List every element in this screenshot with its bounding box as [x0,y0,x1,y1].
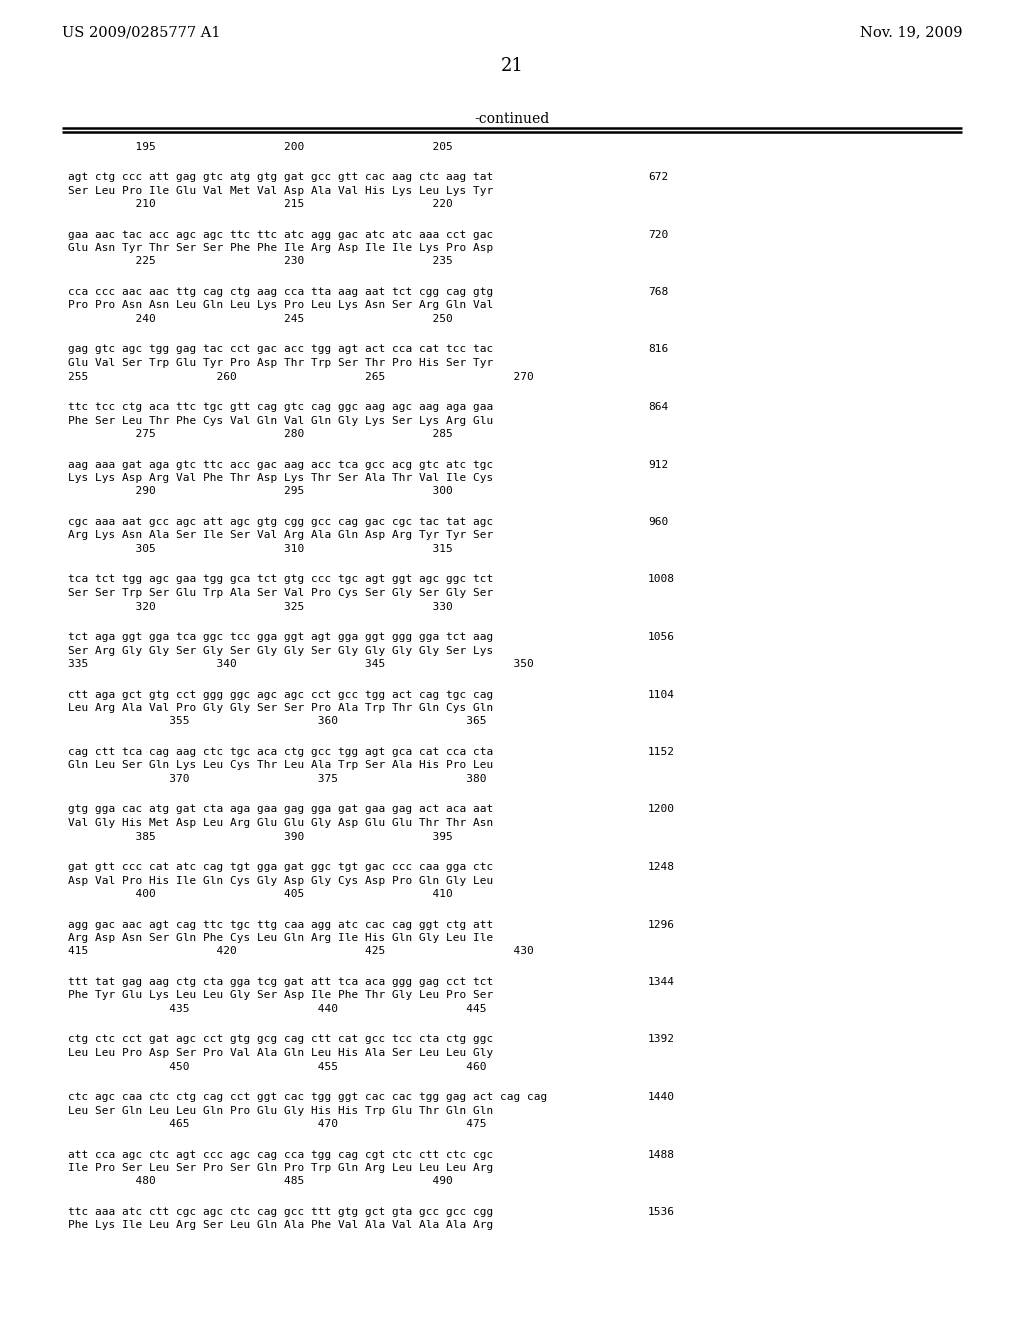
Text: 210                   215                   220: 210 215 220 [68,199,453,209]
Text: -continued: -continued [474,112,550,125]
Text: 672: 672 [648,172,669,182]
Text: Val Gly His Met Asp Leu Arg Glu Glu Gly Asp Glu Glu Thr Thr Asn: Val Gly His Met Asp Leu Arg Glu Glu Gly … [68,818,494,828]
Text: gtg gga cac atg gat cta aga gaa gag gga gat gaa gag act aca aat: gtg gga cac atg gat cta aga gaa gag gga … [68,804,494,814]
Text: 335                   340                   345                   350: 335 340 345 350 [68,659,534,669]
Text: agg gac aac agt cag ttc tgc ttg caa agg atc cac cag ggt ctg att: agg gac aac agt cag ttc tgc ttg caa agg … [68,920,494,929]
Text: agt ctg ccc att gag gtc atg gtg gat gcc gtt cac aag ctc aag tat: agt ctg ccc att gag gtc atg gtg gat gcc … [68,172,494,182]
Text: 1536: 1536 [648,1206,675,1217]
Text: Gln Leu Ser Gln Lys Leu Cys Thr Leu Ala Trp Ser Ala His Pro Leu: Gln Leu Ser Gln Lys Leu Cys Thr Leu Ala … [68,760,494,771]
Text: 400                   405                   410: 400 405 410 [68,888,453,899]
Text: 1152: 1152 [648,747,675,756]
Text: ttc tcc ctg aca ttc tgc gtt cag gtc cag ggc aag agc aag aga gaa: ttc tcc ctg aca ttc tgc gtt cag gtc cag … [68,403,494,412]
Text: ttt tat gag aag ctg cta gga tcg gat att tca aca ggg gag cct tct: ttt tat gag aag ctg cta gga tcg gat att … [68,977,494,987]
Text: Ile Pro Ser Leu Ser Pro Ser Gln Pro Trp Gln Arg Leu Leu Leu Arg: Ile Pro Ser Leu Ser Pro Ser Gln Pro Trp … [68,1163,494,1173]
Text: Nov. 19, 2009: Nov. 19, 2009 [859,25,962,40]
Text: 195                   200                   205: 195 200 205 [68,143,453,152]
Text: 1248: 1248 [648,862,675,873]
Text: 21: 21 [501,57,523,75]
Text: Arg Lys Asn Ala Ser Ile Ser Val Arg Ala Gln Asp Arg Tyr Tyr Ser: Arg Lys Asn Ala Ser Ile Ser Val Arg Ala … [68,531,494,540]
Text: cca ccc aac aac ttg cag ctg aag cca tta aag aat tct cgg cag gtg: cca ccc aac aac ttg cag ctg aag cca tta … [68,286,494,297]
Text: Ser Arg Gly Gly Ser Gly Ser Gly Gly Ser Gly Gly Gly Gly Ser Lys: Ser Arg Gly Gly Ser Gly Ser Gly Gly Ser … [68,645,494,656]
Text: 1296: 1296 [648,920,675,929]
Text: 465                   470                   475: 465 470 475 [68,1119,486,1129]
Text: 864: 864 [648,403,669,412]
Text: ctg ctc cct gat agc cct gtg gcg cag ctt cat gcc tcc cta ctg ggc: ctg ctc cct gat agc cct gtg gcg cag ctt … [68,1035,494,1044]
Text: gag gtc agc tgg gag tac cct gac acc tgg agt act cca cat tcc tac: gag gtc agc tgg gag tac cct gac acc tgg … [68,345,494,355]
Text: 305                   310                   315: 305 310 315 [68,544,453,554]
Text: att cca agc ctc agt ccc agc cag cca tgg cag cgt ctc ctt ctc cgc: att cca agc ctc agt ccc agc cag cca tgg … [68,1150,494,1159]
Text: Ser Ser Trp Ser Glu Trp Ala Ser Val Pro Cys Ser Gly Ser Gly Ser: Ser Ser Trp Ser Glu Trp Ala Ser Val Pro … [68,587,494,598]
Text: Leu Leu Pro Asp Ser Pro Val Ala Gln Leu His Ala Ser Leu Leu Gly: Leu Leu Pro Asp Ser Pro Val Ala Gln Leu … [68,1048,494,1059]
Text: 225                   230                   235: 225 230 235 [68,256,453,267]
Text: gaa aac tac acc agc agc ttc ttc atc agg gac atc atc aaa cct gac: gaa aac tac acc agc agc ttc ttc atc agg … [68,230,494,239]
Text: aag aaa gat aga gtc ttc acc gac aag acc tca gcc acg gtc atc tgc: aag aaa gat aga gtc ttc acc gac aag acc … [68,459,494,470]
Text: 370                   375                   380: 370 375 380 [68,774,486,784]
Text: tca tct tgg agc gaa tgg gca tct gtg ccc tgc agt ggt agc ggc tct: tca tct tgg agc gaa tgg gca tct gtg ccc … [68,574,494,585]
Text: tct aga ggt gga tca ggc tcc gga ggt agt gga ggt ggg gga tct aag: tct aga ggt gga tca ggc tcc gga ggt agt … [68,632,494,642]
Text: 355                   360                   365: 355 360 365 [68,717,486,726]
Text: Phe Tyr Glu Lys Leu Leu Gly Ser Asp Ile Phe Thr Gly Leu Pro Ser: Phe Tyr Glu Lys Leu Leu Gly Ser Asp Ile … [68,990,494,1001]
Text: 1104: 1104 [648,689,675,700]
Text: 768: 768 [648,286,669,297]
Text: US 2009/0285777 A1: US 2009/0285777 A1 [62,25,220,40]
Text: ctt aga gct gtg cct ggg ggc agc agc cct gcc tgg act cag tgc cag: ctt aga gct gtg cct ggg ggc agc agc cct … [68,689,494,700]
Text: 320                   325                   330: 320 325 330 [68,602,453,611]
Text: 1008: 1008 [648,574,675,585]
Text: 816: 816 [648,345,669,355]
Text: cgc aaa aat gcc agc att agc gtg cgg gcc cag gac cgc tac tat agc: cgc aaa aat gcc agc att agc gtg cgg gcc … [68,517,494,527]
Text: gat gtt ccc cat atc cag tgt gga gat ggc tgt gac ccc caa gga ctc: gat gtt ccc cat atc cag tgt gga gat ggc … [68,862,494,873]
Text: 255                   260                   265                   270: 255 260 265 270 [68,371,534,381]
Text: 415                   420                   425                   430: 415 420 425 430 [68,946,534,957]
Text: 720: 720 [648,230,669,239]
Text: 450                   455                   460: 450 455 460 [68,1061,486,1072]
Text: Asp Val Pro His Ile Gln Cys Gly Asp Gly Cys Asp Pro Gln Gly Leu: Asp Val Pro His Ile Gln Cys Gly Asp Gly … [68,875,494,886]
Text: cag ctt tca cag aag ctc tgc aca ctg gcc tgg agt gca cat cca cta: cag ctt tca cag aag ctc tgc aca ctg gcc … [68,747,494,756]
Text: 912: 912 [648,459,669,470]
Text: 1056: 1056 [648,632,675,642]
Text: 240                   245                   250: 240 245 250 [68,314,453,323]
Text: 435                   440                   445: 435 440 445 [68,1005,486,1014]
Text: Phe Lys Ile Leu Arg Ser Leu Gln Ala Phe Val Ala Val Ala Ala Arg: Phe Lys Ile Leu Arg Ser Leu Gln Ala Phe … [68,1221,494,1230]
Text: Glu Val Ser Trp Glu Tyr Pro Asp Thr Trp Ser Thr Pro His Ser Tyr: Glu Val Ser Trp Glu Tyr Pro Asp Thr Trp … [68,358,494,368]
Text: 480                   485                   490: 480 485 490 [68,1176,453,1187]
Text: 1488: 1488 [648,1150,675,1159]
Text: Pro Pro Asn Asn Leu Gln Leu Lys Pro Leu Lys Asn Ser Arg Gln Val: Pro Pro Asn Asn Leu Gln Leu Lys Pro Leu … [68,301,494,310]
Text: 960: 960 [648,517,669,527]
Text: 1200: 1200 [648,804,675,814]
Text: 1392: 1392 [648,1035,675,1044]
Text: 275                   280                   285: 275 280 285 [68,429,453,440]
Text: 1344: 1344 [648,977,675,987]
Text: 385                   390                   395: 385 390 395 [68,832,453,842]
Text: Arg Asp Asn Ser Gln Phe Cys Leu Gln Arg Ile His Gln Gly Leu Ile: Arg Asp Asn Ser Gln Phe Cys Leu Gln Arg … [68,933,494,942]
Text: ttc aaa atc ctt cgc agc ctc cag gcc ttt gtg gct gta gcc gcc cgg: ttc aaa atc ctt cgc agc ctc cag gcc ttt … [68,1206,494,1217]
Text: Phe Ser Leu Thr Phe Cys Val Gln Val Gln Gly Lys Ser Lys Arg Glu: Phe Ser Leu Thr Phe Cys Val Gln Val Gln … [68,416,494,425]
Text: Leu Arg Ala Val Pro Gly Gly Ser Ser Pro Ala Trp Thr Gln Cys Gln: Leu Arg Ala Val Pro Gly Gly Ser Ser Pro … [68,704,494,713]
Text: Leu Ser Gln Leu Leu Gln Pro Glu Gly His His Trp Glu Thr Gln Gln: Leu Ser Gln Leu Leu Gln Pro Glu Gly His … [68,1106,494,1115]
Text: ctc agc caa ctc ctg cag cct ggt cac tgg ggt cac cac tgg gag act cag cag: ctc agc caa ctc ctg cag cct ggt cac tgg … [68,1092,547,1102]
Text: Ser Leu Pro Ile Glu Val Met Val Asp Ala Val His Lys Leu Lys Tyr: Ser Leu Pro Ile Glu Val Met Val Asp Ala … [68,186,494,195]
Text: 290                   295                   300: 290 295 300 [68,487,453,496]
Text: 1440: 1440 [648,1092,675,1102]
Text: Glu Asn Tyr Thr Ser Ser Phe Phe Ile Arg Asp Ile Ile Lys Pro Asp: Glu Asn Tyr Thr Ser Ser Phe Phe Ile Arg … [68,243,494,253]
Text: Lys Lys Asp Arg Val Phe Thr Asp Lys Thr Ser Ala Thr Val Ile Cys: Lys Lys Asp Arg Val Phe Thr Asp Lys Thr … [68,473,494,483]
